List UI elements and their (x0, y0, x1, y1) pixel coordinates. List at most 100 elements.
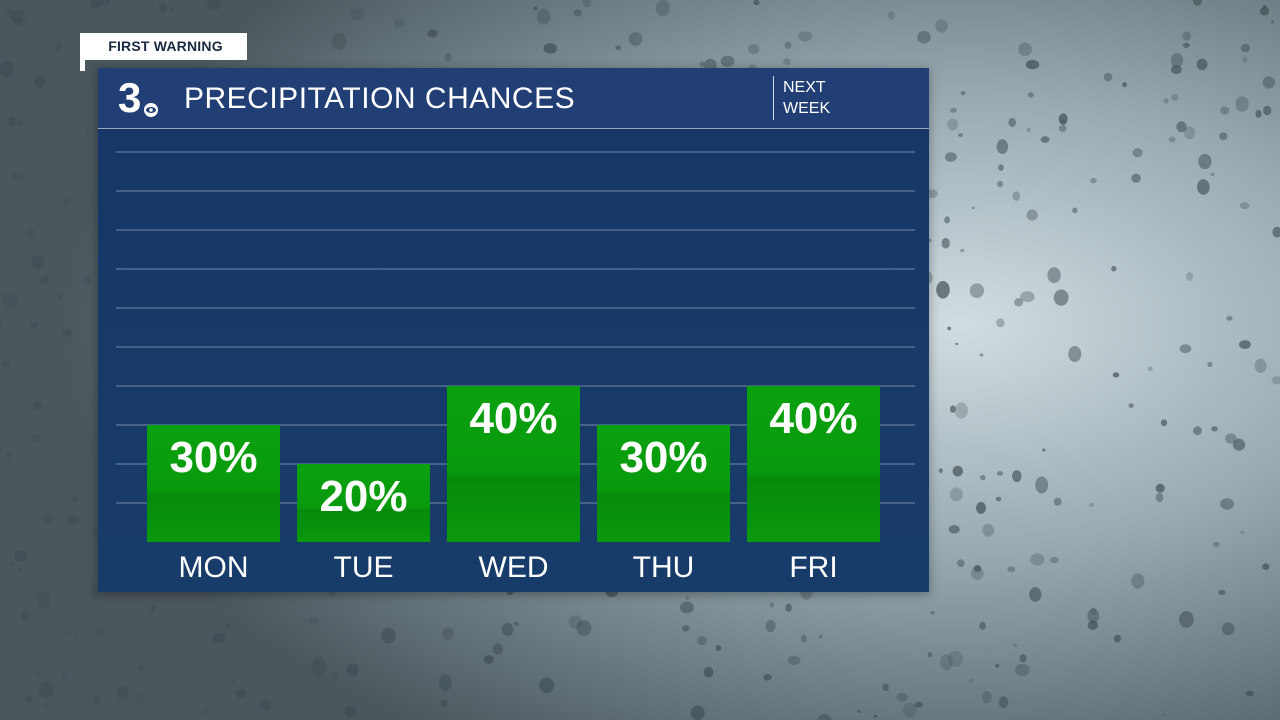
raindrop (1232, 438, 1246, 451)
raindrop (1186, 272, 1194, 281)
raindrop (703, 666, 714, 678)
raindrop (92, 696, 101, 705)
raindrop (1196, 58, 1208, 71)
raindrop (36, 590, 51, 609)
logo-number: 3 (118, 74, 141, 121)
raindrop (1262, 563, 1270, 570)
raindrop (1179, 344, 1192, 354)
value-label: 30% (619, 433, 707, 482)
bar-thu (597, 425, 730, 542)
raindrop (980, 474, 986, 481)
raindrop (1270, 20, 1274, 24)
raindrop (1014, 298, 1023, 307)
raindrop (150, 605, 156, 612)
raindrop (998, 696, 1009, 709)
raindrop (212, 632, 226, 644)
raindrop (882, 683, 889, 692)
raindrop (37, 672, 41, 676)
raindrop (1225, 433, 1237, 444)
raindrop (615, 45, 622, 51)
raindrop (26, 228, 36, 238)
raindrop (1026, 209, 1038, 221)
raindrop (1053, 289, 1069, 306)
raindrop (0, 447, 4, 452)
raindrop (800, 634, 807, 643)
raindrop (1053, 497, 1062, 506)
raindrop (1271, 376, 1280, 385)
raindrop (697, 635, 707, 646)
raindrop (202, 707, 210, 716)
raindrop (947, 650, 963, 668)
raindrop (1211, 426, 1218, 432)
raindrop (38, 680, 54, 699)
raindrop (284, 655, 288, 658)
period-label: NEXT WEEK (783, 79, 831, 117)
raindrop (679, 601, 694, 614)
raindrop (1226, 315, 1233, 321)
raindrop (1218, 589, 1226, 596)
raindrop (1240, 202, 1250, 210)
raindrop (31, 255, 45, 269)
raindrop (33, 400, 43, 411)
raindrop (979, 353, 984, 357)
raindrop (1020, 291, 1035, 303)
bar-chart: 30% MON 20% TUE 40% WED 30% THU 40% FRI (116, 151, 915, 584)
raindrop (753, 0, 760, 6)
raindrop (1090, 177, 1097, 184)
raindrop (856, 709, 861, 713)
raindrop (950, 405, 956, 413)
raindrop (30, 434, 41, 443)
raindrop (950, 107, 957, 113)
raindrop (1221, 622, 1235, 636)
raindrop (1254, 358, 1267, 373)
bar-tue (297, 464, 430, 542)
raindrop (576, 620, 592, 636)
raindrop (1042, 448, 1046, 452)
raindrop (690, 705, 705, 720)
raindrop (769, 602, 774, 608)
raindrop (1007, 566, 1016, 573)
value-label: 30% (169, 433, 257, 482)
raindrop (1058, 124, 1067, 132)
raindrop (957, 559, 965, 568)
raindrop (260, 699, 272, 710)
raindrop (940, 654, 953, 671)
raindrop (59, 294, 63, 300)
raindrop (1012, 191, 1021, 201)
raindrop (2, 359, 11, 367)
raindrop (133, 691, 145, 705)
raindrop (720, 55, 735, 67)
raindrop (501, 622, 514, 637)
raindrop (936, 281, 950, 299)
raindrop (444, 52, 452, 62)
raindrop (0, 320, 4, 328)
raindrop (1239, 340, 1251, 349)
raindrop (1272, 226, 1280, 238)
raindrop (948, 525, 960, 534)
raindrop (1182, 42, 1190, 48)
raindrop (427, 29, 438, 38)
raindrop (1193, 426, 1202, 436)
raindrop (42, 513, 54, 524)
raindrop (1192, 0, 1203, 6)
raindrop (1235, 96, 1249, 112)
raindrop (1122, 82, 1127, 88)
raindrop (947, 326, 952, 331)
raindrop (819, 634, 823, 639)
raindrop (1163, 98, 1169, 104)
raindrop (1240, 43, 1251, 53)
raindrop (949, 487, 963, 502)
raindrop (1128, 403, 1134, 408)
raindrop (1112, 372, 1120, 378)
raindrop (346, 663, 359, 677)
raindrop (1132, 148, 1143, 158)
raindrop (1155, 492, 1164, 503)
raindrop (71, 496, 78, 502)
raindrop (1035, 476, 1049, 494)
raindrop (568, 615, 583, 629)
raindrop (533, 6, 538, 11)
raindrop (1207, 362, 1213, 367)
raindrop (539, 677, 555, 694)
value-label: 40% (769, 394, 857, 443)
raindrop (6, 452, 13, 458)
